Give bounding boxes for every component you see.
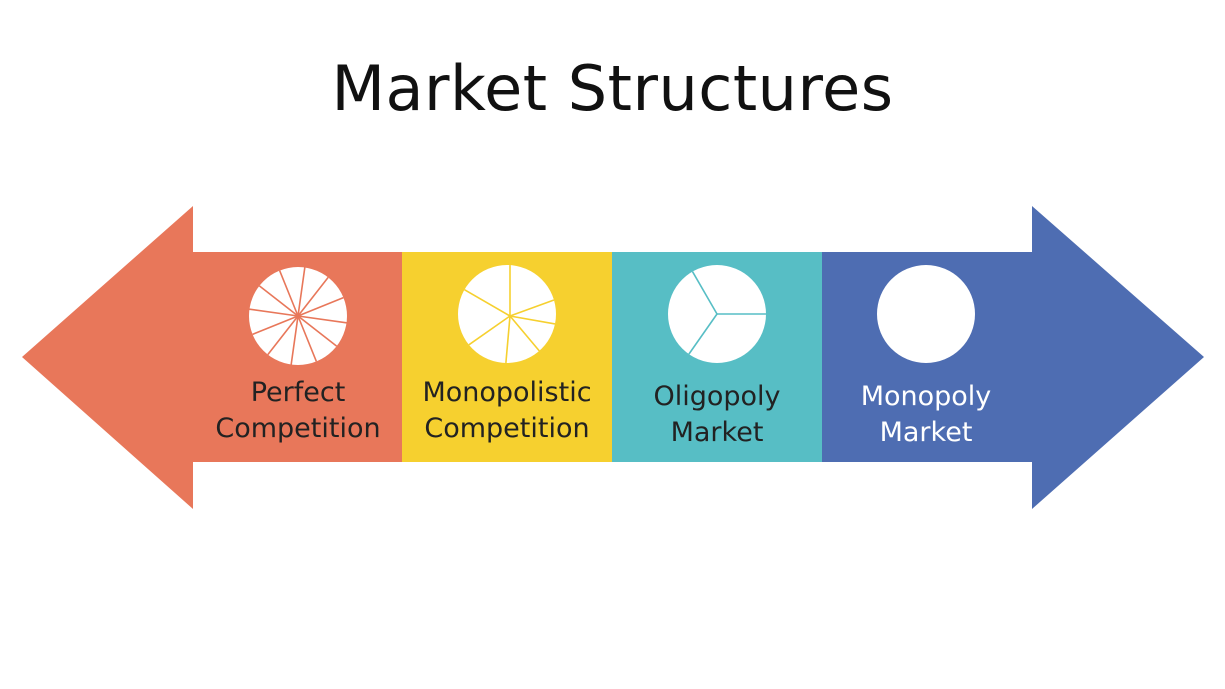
diagram-title: Market Structures [331, 52, 894, 125]
pie-slice-divider [278, 270, 299, 317]
perfect-competition-label-line1: Perfect [251, 377, 346, 408]
pie-slice-divider [290, 315, 299, 365]
pie-slice-divider [297, 315, 347, 324]
pie-slice-divider [297, 315, 338, 347]
pie-slice-divider [252, 315, 299, 336]
pie-slice-divider [468, 315, 511, 346]
perfect-competition-label-line2: Competition [215, 413, 380, 444]
oligopoly-market-label-line1: Oligopoly [653, 381, 780, 412]
pie-slice-divider [691, 271, 718, 315]
monopolistic-competition-label-line1: Monopolistic [422, 377, 591, 408]
whole-circle-icon [877, 265, 975, 363]
monopoly-market-label-line2: Market [880, 417, 973, 448]
pie-slice-divider [464, 289, 511, 317]
pie-slice-divider [258, 285, 299, 317]
oligopoly-market-label-line2: Market [671, 417, 764, 448]
pie-many-slices-icon [249, 267, 347, 365]
pie-slice-divider [297, 296, 344, 317]
pie-slice-divider [249, 308, 299, 317]
monopolistic-competition-label-line2: Competition [424, 413, 589, 444]
pie-several-slices-icon [458, 265, 556, 364]
pie-slice-divider [509, 315, 540, 352]
pie-slice-divider [297, 315, 318, 362]
pie-slice-divider [509, 299, 555, 317]
pie-slice-divider [297, 267, 306, 317]
segment-perfect-competition [22, 206, 403, 509]
pie-circle [877, 265, 975, 363]
pie-slice-divider [267, 315, 299, 356]
segment-monopoly-market [822, 206, 1204, 509]
pie-slice-divider [505, 315, 511, 364]
monopoly-market-label-line1: Monopoly [861, 381, 992, 412]
pie-slice-divider [688, 313, 718, 355]
pie-three-slices-icon [668, 265, 766, 363]
pie-slice-divider [509, 315, 556, 325]
pie-slice-divider [297, 276, 329, 317]
